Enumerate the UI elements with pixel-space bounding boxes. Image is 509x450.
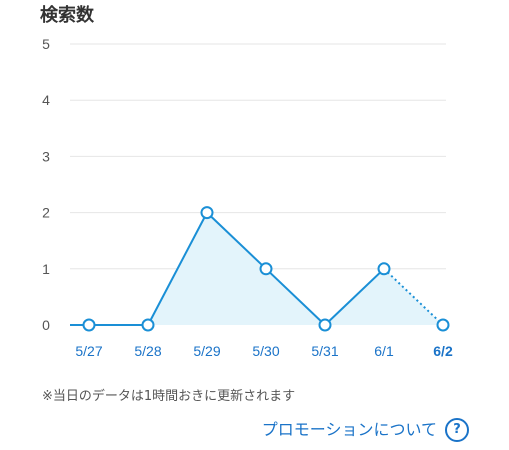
y-tick-label: 1 <box>42 261 50 277</box>
data-point <box>318 318 332 332</box>
series-segment <box>147 212 208 326</box>
promotion-link[interactable]: プロモーションについて ? <box>262 418 469 442</box>
data-point <box>259 262 273 276</box>
data-point <box>200 206 214 220</box>
y-tick-label: 2 <box>42 205 50 221</box>
data-point <box>436 318 450 332</box>
series-segment-dotted <box>383 268 444 326</box>
data-point <box>141 318 155 332</box>
y-tick-label: 0 <box>42 317 50 333</box>
x-tick-label-current: 6/2 <box>433 343 453 359</box>
y-tick-label: 3 <box>42 148 50 164</box>
help-icon[interactable]: ? <box>445 418 469 442</box>
x-tick-label: 5/28 <box>134 343 161 359</box>
search-count-chart: 0 1 2 3 4 5 5/27 5/28 5/29 5/30 5/31 6/1 6/2 <box>42 36 453 359</box>
data-point <box>82 318 96 332</box>
chart-title: 検索数 <box>40 5 94 26</box>
data-point <box>377 262 391 276</box>
y-tick-label: 4 <box>42 92 50 108</box>
x-tick-label: 5/30 <box>252 343 279 359</box>
y-tick-label: 5 <box>42 36 50 52</box>
x-tick-label: 5/27 <box>75 343 102 359</box>
update-note: ※当日のデータは1時間おきに更新されます <box>42 389 296 404</box>
x-tick-label: 5/31 <box>311 343 338 359</box>
x-tick-label: 5/29 <box>193 343 220 359</box>
x-tick-label: 6/1 <box>374 343 394 359</box>
series-segment <box>206 211 267 270</box>
series-segment <box>324 268 385 326</box>
promotion-link-label[interactable]: プロモーションについて <box>261 420 437 439</box>
series-segment <box>265 268 326 326</box>
